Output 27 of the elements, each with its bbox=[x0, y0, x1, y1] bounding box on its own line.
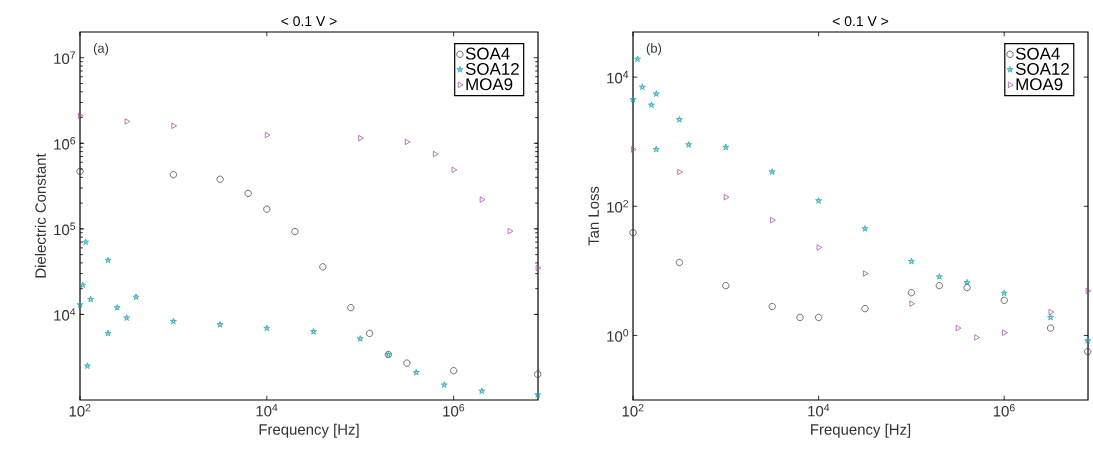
y-tick-label: 10$^{5}$ bbox=[54, 222, 76, 236]
y-tick-label: 10$^{4}$ bbox=[54, 308, 76, 321]
x-axis-title: Frequency [Hz] bbox=[811, 423, 911, 438]
chart-title: < 0.1 V > bbox=[281, 16, 337, 27]
legend-label: MOA9 bbox=[466, 78, 513, 91]
x-tick-label: 10$^{4}$ bbox=[256, 403, 278, 417]
y-tick-label: 10$^{2}$ bbox=[607, 199, 629, 213]
legend-label: SOA4 bbox=[465, 47, 510, 60]
x-tick-label: 10$^{2}$ bbox=[622, 403, 644, 417]
legend-label: SOA4 bbox=[1015, 47, 1060, 60]
x-tick-label: 10$^{6}$ bbox=[993, 403, 1015, 417]
x-tick-label: 10$^{2}$ bbox=[69, 403, 91, 417]
annotation: (b) bbox=[646, 43, 662, 56]
y-tick-label: 10$^{0}$ bbox=[607, 329, 629, 342]
x-axis-title: Frequency [Hz] bbox=[259, 423, 359, 438]
y-tick-label: 10$^{4}$ bbox=[607, 70, 629, 84]
y-tick-label: 10$^{6}$ bbox=[54, 136, 76, 150]
x-tick-label: 10$^{4}$ bbox=[808, 403, 830, 417]
y-axis-title: Tan Loss bbox=[588, 186, 599, 246]
legend-label: SOA12 bbox=[1015, 62, 1069, 75]
legend-label: SOA12 bbox=[465, 62, 519, 75]
chart-title: < 0.1 V > bbox=[832, 16, 889, 27]
y-tick-label: 10$^{7}$ bbox=[54, 51, 76, 65]
legend-label: MOA9 bbox=[1016, 78, 1063, 91]
x-tick-label: 10$^{6}$ bbox=[443, 403, 465, 417]
annotation: (a) bbox=[93, 43, 109, 56]
y-axis-title: Dielectric Constant bbox=[34, 153, 46, 278]
